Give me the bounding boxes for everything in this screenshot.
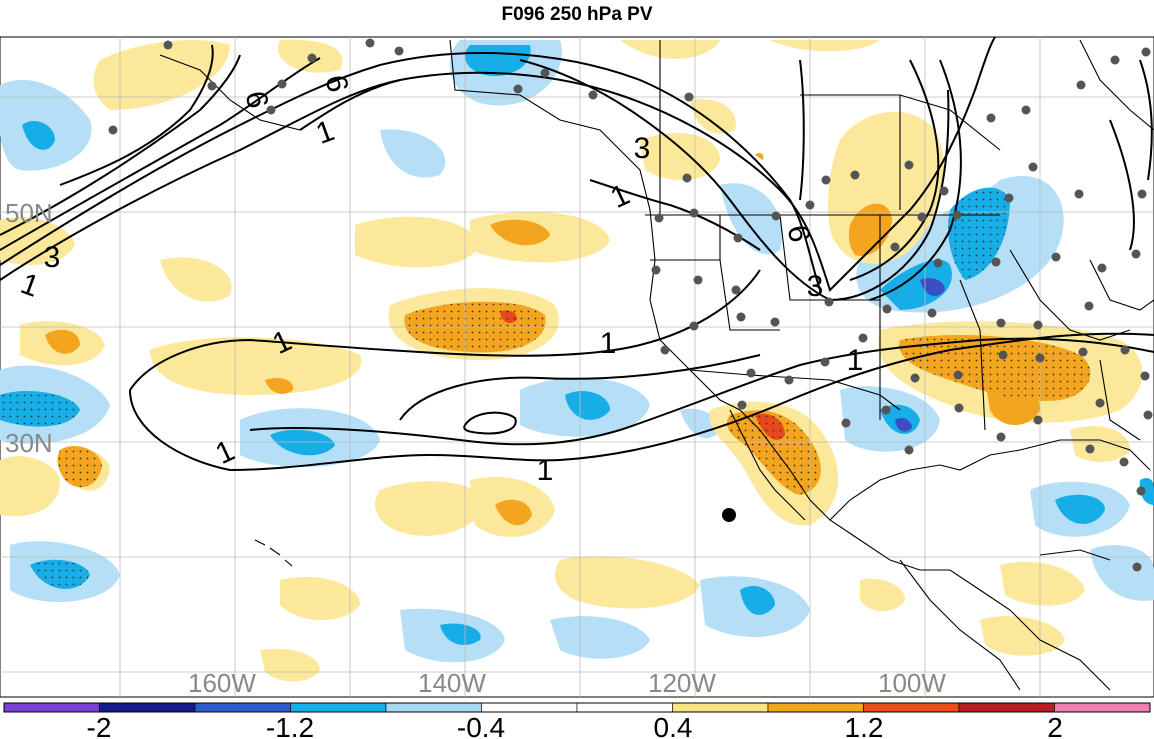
colorbar-swatch	[863, 702, 960, 713]
colorbar-swatch	[385, 702, 482, 713]
colorbar-swatches	[3, 702, 1151, 713]
coastlines	[159, 39, 1154, 691]
contour-label: 6	[781, 223, 816, 245]
marker-dot	[722, 508, 736, 522]
colorbar-tick: 0.4	[654, 712, 693, 739]
lon-label-120w: 120W	[648, 668, 716, 698]
colorbar-swatch	[194, 702, 291, 713]
colorbar-swatch	[290, 702, 387, 713]
colorbar-swatch	[576, 702, 673, 713]
contour-label: 6	[239, 89, 274, 111]
contour-label: 1	[537, 454, 554, 487]
axis-labels: 50N 30N 160W 140W 120W 100W	[5, 198, 946, 698]
colorbar-swatch	[1054, 702, 1151, 713]
contour-label: 3	[634, 132, 651, 165]
contour-label: 6	[319, 73, 354, 95]
colorbar-tick: -1.2	[266, 712, 314, 739]
lon-label-160w: 160W	[188, 668, 256, 698]
observation-stations	[108, 38, 1153, 572]
colorbar-tick: -2	[87, 712, 112, 739]
colorbar: -2 -1.2 -0.4 0.4 1.2 2	[3, 702, 1151, 739]
pv-contours	[0, 37, 1154, 472]
colorbar-swatch	[99, 702, 196, 713]
lat-label-50n: 50N	[5, 198, 53, 228]
colorbar-swatch	[672, 702, 769, 713]
colorbar-swatch	[481, 702, 578, 713]
lon-label-100w: 100W	[878, 668, 946, 698]
colorbar-tick: 1.2	[845, 712, 884, 739]
colorbar-swatch	[3, 702, 100, 713]
lon-label-140w: 140W	[418, 668, 486, 698]
graticule	[0, 37, 1154, 697]
contour-label: 3	[807, 270, 824, 303]
colorbar-tick: -0.4	[457, 712, 505, 739]
contour-label: 1	[600, 327, 617, 360]
lat-label-30n: 30N	[5, 428, 53, 458]
map-title: F096 250 hPa PV	[501, 4, 653, 25]
contour-label: 3	[44, 241, 61, 274]
colorbar-swatch	[958, 702, 1055, 713]
colorbar-tick: 2	[1047, 712, 1063, 739]
colorbar-swatch	[767, 702, 864, 713]
contour-label: 1	[847, 344, 864, 377]
colorbar-ticks: -2 -1.2 -0.4 0.4 1.2 2	[87, 712, 1063, 739]
